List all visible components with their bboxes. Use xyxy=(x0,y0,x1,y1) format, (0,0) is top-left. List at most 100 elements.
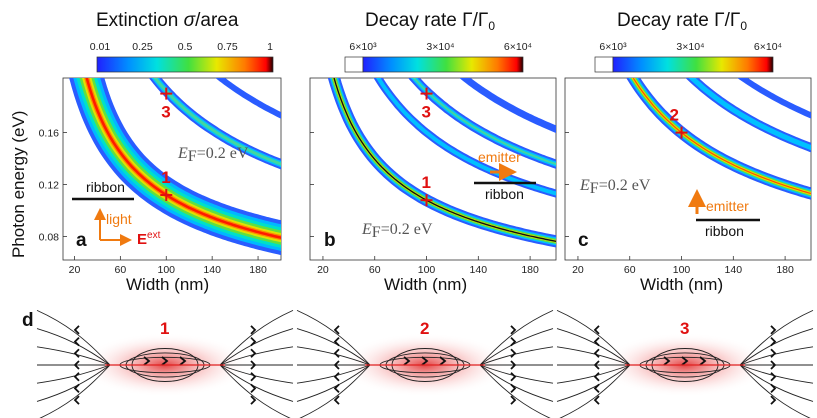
colorbar-tick-a-4: 1 xyxy=(267,41,273,53)
field-line-l-1-6 xyxy=(39,364,111,418)
field-arrow-r-2-6 xyxy=(510,395,517,405)
field-line-r-2-5 xyxy=(479,364,554,402)
field-line-r-2-6 xyxy=(479,364,551,418)
field-line-r-1-5 xyxy=(219,364,294,402)
marker-label-a-0: 1 xyxy=(161,168,170,187)
y-tick-2: 0.16 xyxy=(39,128,60,140)
field-arrow-r-1-0 xyxy=(250,325,257,335)
field-arrow-l-2-4 xyxy=(333,372,340,382)
colorbar-tick-a-3: 0.75 xyxy=(217,41,238,53)
x-tick-c-4: 180 xyxy=(776,264,794,276)
band-a-1-layer-6 xyxy=(85,78,281,239)
field-diagram-2: 2 xyxy=(296,309,554,418)
field-arrow-l-3-4 xyxy=(593,372,600,382)
band-a-3-layer-2 xyxy=(153,78,281,166)
field-diagram-3: 3 xyxy=(556,309,814,418)
colorbar-tick-a-0: 0.01 xyxy=(90,41,111,53)
field-arrow-l-1-3 xyxy=(73,360,80,370)
field-arrow-r-2-2 xyxy=(510,348,517,358)
field-arrow-l-3-3 xyxy=(593,360,600,370)
x-tick-c-0: 20 xyxy=(572,264,584,276)
x-tick-c-2: 100 xyxy=(673,264,691,276)
field-line-r-1-6 xyxy=(219,364,291,418)
field-inner-arrow-3-0 xyxy=(663,356,671,366)
field-arrow-r-2-0 xyxy=(510,325,517,335)
field-line-l-2-5 xyxy=(296,364,371,402)
panel-label-a: a xyxy=(76,230,87,251)
ribbon-label-a: ribbon xyxy=(86,179,125,195)
field-arrow-l-3-5 xyxy=(593,383,600,394)
band-a-5-layer-0 xyxy=(215,78,281,119)
ribbon-label-b: ribbon xyxy=(485,186,524,202)
colorbar-tick-c-1: 3×10⁴ xyxy=(676,41,704,53)
field-arrow-l-2-2 xyxy=(333,348,340,358)
marker-label-b-0: 1 xyxy=(422,173,431,192)
plot-panel-c xyxy=(564,77,812,261)
field-line-l-2-0 xyxy=(296,309,371,366)
field-line-l-2-1 xyxy=(296,328,371,366)
marker-label-c-0: 2 xyxy=(670,106,679,125)
x-tick-b-1: 60 xyxy=(369,264,381,276)
field-arrow-l-1-2 xyxy=(73,348,80,358)
plot-panel-a xyxy=(62,77,282,261)
field-arrow-r-2-4 xyxy=(510,372,517,382)
field-line-l-3-6 xyxy=(559,364,631,418)
title-a: Extinction σ/area xyxy=(96,10,239,31)
field-line-l-1-0 xyxy=(36,309,111,366)
field-arrow-r-2-3 xyxy=(510,360,517,370)
x-tick-a-4: 180 xyxy=(249,264,267,276)
ef-label-a: EF=0.2 eV xyxy=(177,145,249,165)
colorbar-tick-b-1: 3×10⁴ xyxy=(426,41,454,53)
band-b-4-layer-0 xyxy=(459,78,556,133)
mode-label-3: 3 xyxy=(680,319,689,338)
band-c-6-layer-0 xyxy=(737,78,811,119)
field-line-l-1-5 xyxy=(36,364,111,402)
field-arrow-r-3-5 xyxy=(770,383,777,394)
colorbar-b: 6×10³ 3×10⁴ 6×10⁴ xyxy=(344,41,532,73)
title-b: Decay rate Γ/Γ0 xyxy=(365,10,495,33)
field-line-l-2-6 xyxy=(299,364,371,418)
band-c-4-layer-1 xyxy=(688,78,811,151)
field-diagram-1: 1 xyxy=(36,309,294,418)
field-line-l-3-1 xyxy=(556,328,631,366)
x-tick-b-3: 140 xyxy=(470,264,488,276)
panel-label-d: d xyxy=(22,310,34,331)
field-inner-arrow-2-0 xyxy=(403,356,411,366)
ribbon-label-c: ribbon xyxy=(705,223,744,239)
field-arrow-l-1-1 xyxy=(73,336,80,347)
field-arrow-r-1-3 xyxy=(250,360,257,370)
x-tick-c-3: 140 xyxy=(725,264,743,276)
ef-label-b: EF=0.2 eV xyxy=(361,221,433,241)
x-tick-c-1: 60 xyxy=(624,264,636,276)
band-b-3-layer-2 xyxy=(412,78,556,166)
field-arrow-l-1-5 xyxy=(73,383,80,394)
field-line-l-3-0 xyxy=(556,309,631,366)
x-tick-b-2: 100 xyxy=(418,264,436,276)
band-c-2-layer-4 xyxy=(632,78,811,195)
field-inner-arrow-1-2 xyxy=(179,356,187,366)
marker-label-a-1: 3 xyxy=(161,103,170,122)
y-axis-label: Photon energy (eV) xyxy=(9,111,28,258)
field-arrow-r-3-2 xyxy=(770,348,777,358)
y-tick-1: 0.12 xyxy=(39,180,60,192)
x-tick-a-0: 20 xyxy=(69,264,81,276)
x-tick-a-2: 100 xyxy=(157,264,175,276)
field-arrow-l-1-0 xyxy=(73,325,80,335)
field-line-r-3-5 xyxy=(739,364,814,402)
field-arrow-r-2-1 xyxy=(510,336,517,347)
panel-label-c: c xyxy=(578,230,589,251)
field-arrow-r-3-4 xyxy=(770,372,777,382)
field-arrow-l-1-4 xyxy=(73,372,80,382)
ef-label-c: EF=0.2 eV xyxy=(579,177,651,197)
field-arrow-l-3-0 xyxy=(593,325,600,335)
field-arrow-r-1-6 xyxy=(250,395,257,405)
x-tick-b-4: 180 xyxy=(521,264,539,276)
field-line-r-1-0 xyxy=(219,309,294,366)
field-arrow-r-1-4 xyxy=(250,372,257,382)
field-line-r-1-1 xyxy=(219,328,294,366)
emitter-label-b: emitter xyxy=(478,149,521,165)
colorbar-tick-b-2: 6×10⁴ xyxy=(504,41,532,53)
field-line-r-3-0 xyxy=(739,309,814,366)
field-arrow-r-2-5 xyxy=(510,383,517,394)
x-axis-label-a: Width (nm) xyxy=(126,275,209,294)
